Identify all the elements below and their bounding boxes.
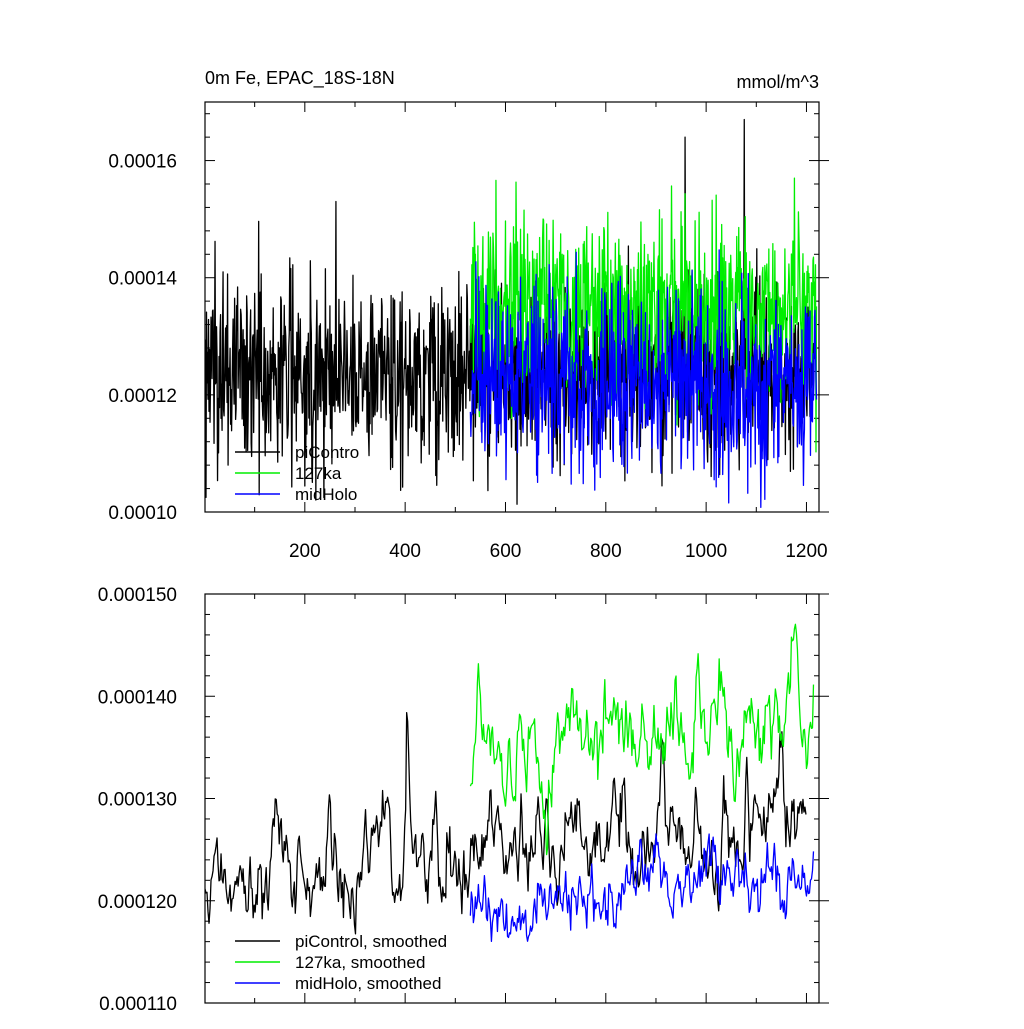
x-tick-label: 400	[389, 541, 421, 562]
bottom-panel: 0.000110 0.000120 0.000130 0.000140 0.000150…	[98, 585, 829, 1015]
series-line-127ka	[469, 177, 818, 453]
smoothed-line-0	[205, 712, 807, 935]
y-tick-label: 0.00012	[108, 386, 177, 407]
smoothed-line-1	[469, 623, 815, 856]
legend-label: midHolo, smoothed	[295, 974, 441, 993]
y-tick-label: 0.000110	[99, 994, 177, 1015]
legend-label: piControl, smoothed	[295, 932, 447, 951]
legend-label: piContro	[295, 443, 359, 462]
y-tick-label: 0.000120	[98, 892, 177, 913]
smoothed-line-2	[469, 833, 815, 942]
series-line-midHolo	[469, 249, 818, 508]
y-tick-label: 0.000140	[98, 687, 177, 708]
legend-label: 127ka, smoothed	[295, 953, 425, 972]
y-tick-label: 0.000130	[98, 790, 177, 811]
y-tick-label: 0.00014	[108, 269, 177, 290]
x-tick-label: 800	[590, 541, 622, 562]
x-tick-label: 1200	[785, 541, 827, 562]
units-label: mmol/m^3	[737, 72, 819, 92]
x-tick-label: 600	[490, 541, 522, 562]
top-panel: 0m Fe, EPAC_18S-18N mmol/m^3 200 400 600 80…	[108, 68, 829, 562]
plot-frame	[204, 101, 820, 513]
legend-label: 127ka	[295, 464, 342, 483]
y-tick-label: 0.000150	[98, 585, 177, 606]
legend-label: midHolo	[295, 485, 357, 504]
y-tick-label: 0.00010	[108, 503, 177, 524]
panel-title: 0m Fe, EPAC_18S-18N	[205, 68, 395, 89]
x-tick-label: 1000	[685, 541, 727, 562]
x-tick-label: 200	[289, 541, 321, 562]
y-tick-label: 0.00016	[108, 152, 177, 173]
